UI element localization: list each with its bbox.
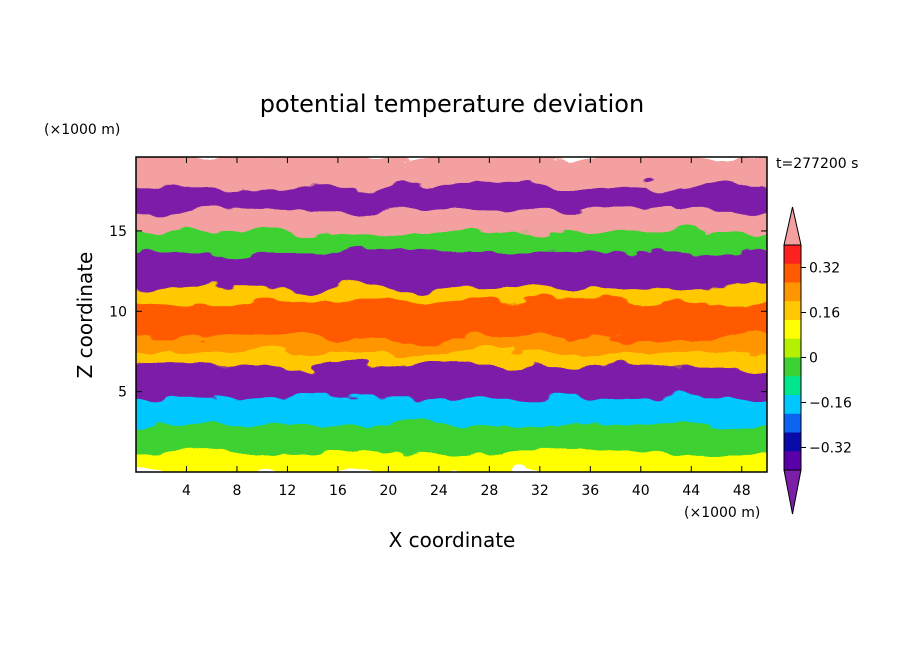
field-band	[136, 300, 767, 319]
colorbar-label: −0.16	[809, 396, 852, 412]
field-band	[136, 396, 767, 425]
colorbar-label: 0.32	[809, 261, 840, 277]
field-layer	[136, 157, 767, 472]
y-tick-label: 10	[109, 304, 127, 320]
field-band	[136, 316, 767, 337]
colorbar-swatch	[784, 301, 801, 321]
x-tick-label: 36	[581, 483, 599, 499]
field-band	[136, 334, 767, 353]
x-tick-label: 28	[480, 483, 498, 499]
x-tick-label: 12	[279, 483, 297, 499]
y-tick-label: 15	[109, 224, 127, 240]
colorbar: 0.32 0.16 0 −0.16 −0.32	[783, 206, 852, 515]
colorbar-swatch	[784, 432, 801, 452]
colorbar-swatch	[784, 282, 801, 302]
field-band	[136, 286, 767, 303]
x-axis: 4 8 12 16 20 24 28 32 36 40 44 48	[182, 157, 751, 499]
colorbar-label: 0	[809, 351, 818, 367]
field-band	[136, 422, 767, 453]
x-tick-label: 8	[232, 483, 241, 499]
time-label: t=277200 s	[776, 156, 858, 172]
field-band	[136, 183, 767, 212]
field-band	[136, 209, 767, 232]
colorbar-swatch	[784, 263, 801, 283]
field-band	[136, 268, 767, 289]
colorbar-swatch	[784, 451, 801, 471]
colorbar-swatch	[784, 376, 801, 396]
x-tick-label: 40	[632, 483, 650, 499]
x-axis-label: X coordinate	[389, 528, 516, 552]
field-band	[136, 364, 767, 380]
y-axis-label: Z coordinate	[73, 252, 97, 379]
colorbar-swatch	[784, 338, 801, 358]
colorbar-bottom-arrow	[783, 469, 802, 515]
chart-title: potential temperature deviation	[260, 90, 644, 118]
colorbar-swatch	[784, 357, 801, 377]
x-tick-label: 48	[733, 483, 751, 499]
x-tick-label: 44	[682, 483, 700, 499]
colorbar-top-arrow	[783, 206, 802, 246]
field-band	[136, 450, 767, 472]
field-band	[136, 350, 767, 367]
x-tick-label: 32	[531, 483, 549, 499]
y-axis: 5 10 15	[109, 224, 767, 401]
x-tick-label: 24	[430, 483, 448, 499]
field-band	[136, 248, 767, 271]
colorbar-label: 0.16	[809, 306, 840, 322]
field-band	[136, 157, 767, 186]
plot-area	[136, 157, 767, 472]
plot-frame	[135, 156, 768, 473]
x-unit-label: (×1000 m)	[684, 505, 760, 521]
colorbar-swatch	[784, 320, 801, 340]
colorbar-swatch	[784, 395, 801, 415]
colorbar-swatch	[784, 245, 801, 265]
y-unit-label: (×1000 m)	[44, 122, 120, 138]
field-band	[136, 377, 767, 399]
x-tick-label: 4	[182, 483, 191, 499]
colorbar-swatch	[784, 413, 801, 433]
field-band	[136, 229, 767, 251]
x-tick-label: 20	[379, 483, 397, 499]
x-tick-label: 16	[329, 483, 347, 499]
colorbar-label: −0.32	[809, 441, 852, 457]
y-tick-label: 5	[118, 385, 127, 401]
